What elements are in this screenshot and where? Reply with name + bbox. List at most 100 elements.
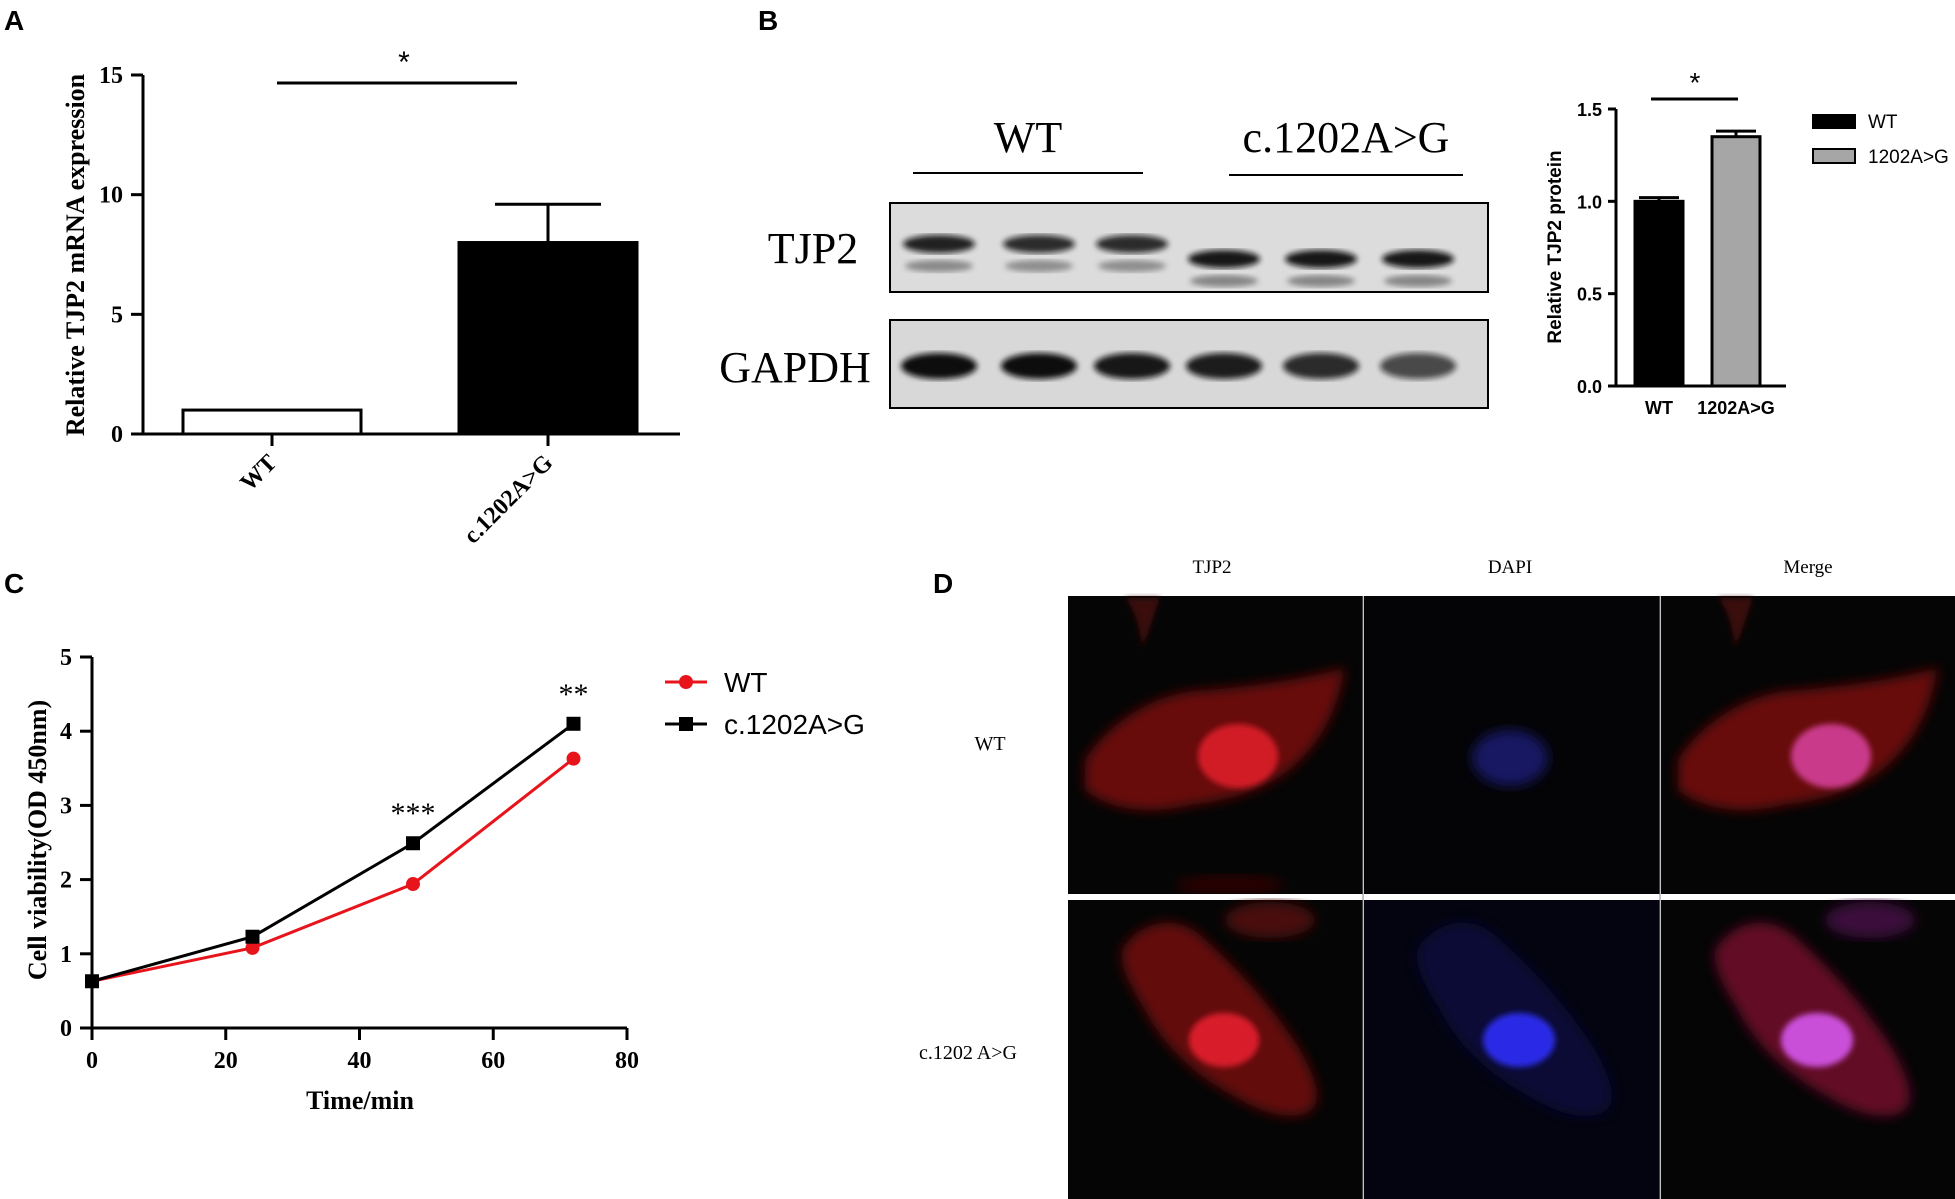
panel-d-microscopy: TJP2 DAPI Merge WT c.1202 A>G: [919, 557, 1955, 1199]
legend-swatch-mutant: [1812, 148, 1856, 164]
image-mutant-tjp2: [1068, 900, 1363, 1199]
blot-band-faint: [1005, 260, 1073, 272]
y-tick-label: 4: [60, 719, 72, 745]
blot-band: [1186, 353, 1262, 379]
blot-band: [1001, 353, 1077, 379]
panel-b-western-blot: WT c.1202A>G TJP2 GAPDH 0.0 0.5 1.0 1.5 WT 1…: [719, 67, 1949, 418]
legend-label-wt: WT: [724, 667, 768, 698]
tjp2-bands: [903, 235, 1454, 287]
significance-marker: *: [1690, 67, 1701, 98]
panel-a-mrna-chart: 0 5 10 15 WT c.1202A>G Relative TJP2 mRNA ex…: [61, 46, 680, 549]
x-tick-label: WT: [1645, 398, 1673, 418]
annotations: *****: [391, 678, 589, 830]
bars: [1633, 129, 1762, 388]
series: [85, 716, 581, 989]
y-tick-label: 0: [60, 1016, 72, 1042]
y-tick-label: 1.0: [1577, 192, 1602, 212]
data-point: [245, 940, 260, 955]
y-axis-label: Relative TJP2 protein: [1545, 150, 1566, 343]
significance-marker: ***: [391, 797, 436, 830]
blot-band: [1188, 250, 1260, 268]
series-line: [91, 722, 575, 983]
blot-band-faint: [905, 260, 973, 272]
panel-label-c: C: [4, 568, 24, 599]
x-ticks: 0 20 40 60 80: [86, 1028, 639, 1074]
data-point: [85, 974, 99, 989]
blot-band-faint: [1384, 275, 1452, 287]
legend-swatch-wt: [1812, 114, 1856, 129]
image-wt-merge: [1661, 596, 1955, 894]
bars: [181, 202, 639, 436]
legend: WT c.1202A>G: [665, 667, 865, 740]
x-tick-label: 20: [214, 1048, 238, 1074]
legend-marker-wt: [679, 675, 693, 689]
x-tick-label: c.1202A>G: [459, 450, 558, 549]
panel-b-protein-chart: 0.0 0.5 1.0 1.5 WT 1202A>G Relative TJP2 pro…: [1545, 67, 1786, 418]
blot-row-label-tjp2: TJP2: [768, 224, 858, 273]
significance-marker: **: [559, 678, 589, 711]
blot-band: [1003, 235, 1075, 253]
legend-label-wt: WT: [1868, 112, 1898, 133]
panel-label-d: D: [933, 568, 953, 599]
data-point: [566, 751, 581, 766]
x-tick-labels: WT c.1202A>G: [236, 434, 558, 549]
data-point: [406, 836, 420, 851]
y-tick-label: 1: [60, 942, 72, 968]
row-label-wt: WT: [974, 733, 1005, 755]
bar: [1710, 135, 1762, 388]
gapdh-bands: [901, 353, 1456, 379]
blot-band-faint: [1098, 260, 1166, 272]
significance-marker: *: [398, 46, 410, 79]
data-point: [406, 877, 420, 892]
bar: [457, 241, 639, 436]
panel-label-a: A: [4, 5, 24, 36]
x-tick-label: 0: [86, 1048, 98, 1074]
blot-band: [1283, 353, 1359, 379]
blot-row-label-gapdh: GAPDH: [719, 343, 871, 392]
image-mutant-dapi: [1364, 900, 1660, 1199]
bar: [1633, 199, 1685, 388]
column-label-merge: Merge: [1783, 557, 1832, 578]
legend-label-mutant: c.1202A>G: [724, 709, 865, 740]
blot-group-label-mutant: c.1202A>G: [1243, 113, 1450, 162]
column-label-dapi: DAPI: [1488, 557, 1532, 578]
x-tick-label: 80: [615, 1048, 639, 1074]
blot-band: [1094, 353, 1170, 379]
image-wt-tjp2: [1068, 596, 1363, 895]
blot-band: [901, 353, 977, 379]
data-point: [566, 716, 581, 731]
blot-band: [1380, 353, 1456, 379]
y-axis-label: Relative TJP2 mRNA expression: [61, 73, 90, 436]
image-mutant-merge: [1661, 900, 1955, 1199]
y-ticks: 0 1 2 3 4 5: [60, 645, 92, 1042]
x-tick-label: 60: [481, 1048, 505, 1074]
x-tick-label: 1202A>G: [1697, 398, 1775, 418]
column-label-tjp2: TJP2: [1192, 557, 1231, 578]
blot-group-label-wt: WT: [994, 113, 1063, 162]
data-point: [245, 929, 260, 944]
x-tick-label: WT: [236, 450, 283, 497]
y-tick-label: 0.5: [1577, 285, 1602, 305]
y-tick-label: 0.0: [1577, 377, 1602, 397]
y-axis-label: Cell viability(OD 450nm): [23, 700, 52, 980]
series-line: [91, 757, 575, 983]
blot-band-faint: [1190, 275, 1258, 287]
y-tick-label: 0: [111, 422, 123, 448]
image-row-gap: [1068, 894, 1955, 900]
image-wt-dapi: [1364, 596, 1660, 894]
blot-band: [903, 235, 975, 253]
bar: [181, 408, 363, 436]
y-tick-label: 5: [60, 645, 72, 671]
legend-marker-mutant: [679, 717, 693, 731]
legend-label-mutant: 1202A>G: [1868, 147, 1949, 168]
y-tick-label: 3: [60, 793, 72, 819]
row-label-mutant: c.1202 A>G: [919, 1042, 1017, 1064]
x-axis-label: Time/min: [306, 1086, 414, 1115]
y-ticks: 0 5 10 15: [99, 63, 143, 448]
y-tick-label: 15: [99, 63, 123, 89]
blot-band: [1285, 250, 1357, 268]
panel-label-b: B: [758, 5, 778, 36]
y-ticks: 0.0 0.5 1.0 1.5: [1577, 100, 1616, 397]
